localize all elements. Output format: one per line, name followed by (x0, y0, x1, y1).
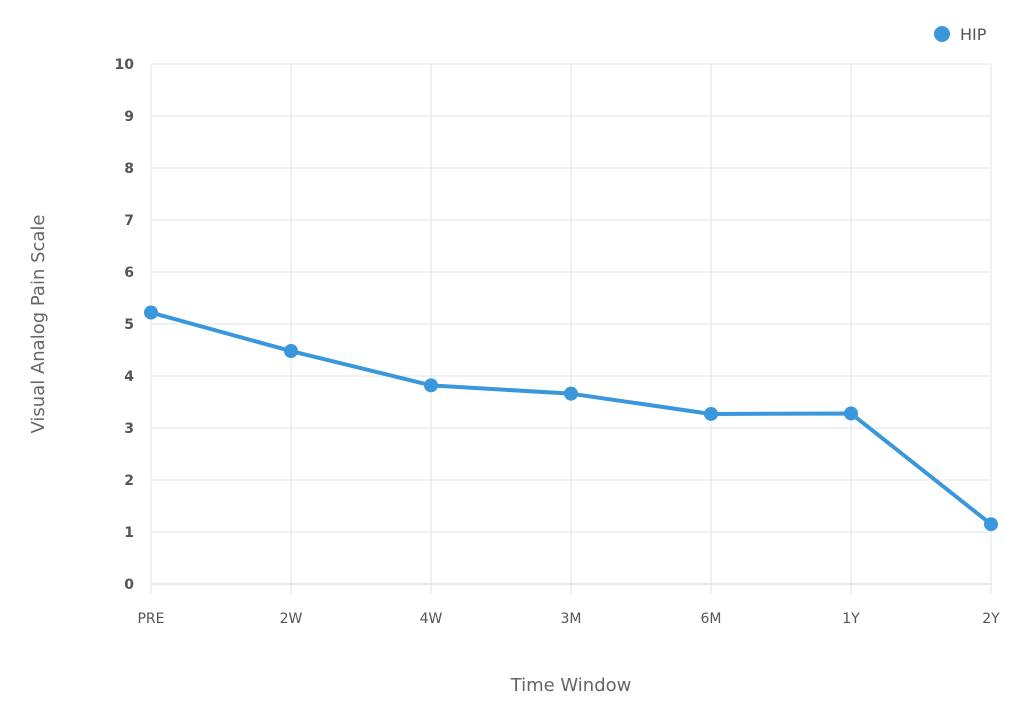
series-group (144, 305, 998, 532)
y-tick-label: 4 (124, 369, 134, 385)
data-point[interactable] (564, 386, 578, 401)
y-tick-label: 2 (124, 473, 134, 489)
x-tick-label: 2W (280, 611, 303, 627)
data-point[interactable] (144, 305, 158, 320)
x-tick-label: 4W (420, 611, 443, 627)
legend-label-hip: HIP (960, 25, 987, 44)
y-tick-label: 1 (124, 525, 134, 541)
x-tick-label: 3M (561, 611, 582, 627)
legend-marker-hip (934, 26, 950, 42)
y-tick-label: 10 (115, 57, 135, 73)
data-point[interactable] (844, 406, 858, 421)
grid (150, 63, 992, 594)
y-tick-label: 9 (124, 109, 134, 125)
y-tick-label: 5 (124, 317, 134, 333)
data-point[interactable] (704, 406, 718, 421)
x-tick-label: 6M (701, 611, 722, 627)
data-point[interactable] (424, 378, 438, 393)
y-axis-ticks: 0 1 2 3 4 5 6 7 8 9 10 (115, 57, 135, 593)
y-tick-label: 0 (124, 577, 134, 593)
y-tick-label: 8 (124, 161, 134, 177)
x-tick-label: PRE (137, 611, 164, 627)
x-tick-label: 2Y (982, 611, 1000, 627)
x-tick-label: 1Y (842, 611, 860, 627)
y-tick-label: 3 (124, 421, 134, 437)
y-tick-label: 7 (124, 213, 134, 229)
y-tick-label: 6 (124, 265, 134, 281)
y-axis-title: Visual Analog Pain Scale (28, 214, 49, 433)
legend[interactable]: HIP (934, 25, 987, 44)
data-point[interactable] (284, 344, 298, 359)
x-axis-title: Time Window (510, 675, 632, 696)
x-axis-ticks: PRE 2W 4W 3M 6M 1Y 2Y (137, 611, 1000, 627)
data-point[interactable] (984, 517, 998, 532)
